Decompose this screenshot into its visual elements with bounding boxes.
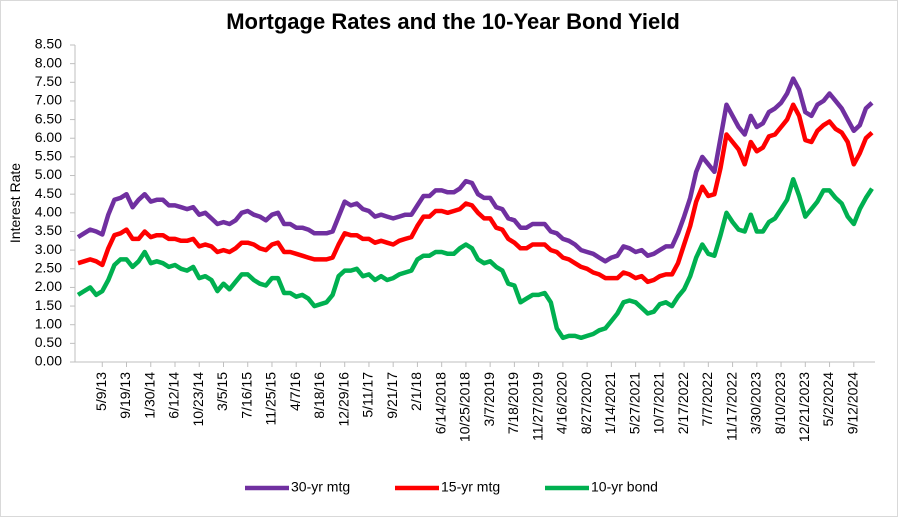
y-tick-label: 3.00 [35, 241, 62, 257]
x-tick-label: 8/18/16 [311, 372, 327, 419]
y-tick-label: 0.00 [35, 353, 62, 369]
x-tick-label: 6/12/14 [166, 372, 182, 419]
x-tick-label: 12/29/16 [335, 372, 351, 427]
x-tick-label: 2/1/18 [408, 372, 424, 411]
y-tick-label: 6.00 [35, 129, 62, 145]
y-tick-label: 4.50 [35, 185, 62, 201]
y-tick-label: 2.00 [35, 278, 62, 294]
chart-title: Mortgage Rates and the 10-Year Bond Yiel… [226, 9, 680, 34]
x-tick-label: 7/18/2019 [505, 372, 521, 434]
series-line [76, 177, 874, 341]
x-tick-label: 10/25/2018 [457, 372, 473, 442]
x-tick-label: 4/7/16 [287, 372, 303, 411]
y-tick-label: 0.50 [35, 334, 62, 350]
x-tick-label: 5/27/2021 [626, 372, 642, 434]
x-tick-label: 9/12/2024 [844, 372, 860, 434]
legend-label: 30-yr mtg [291, 479, 350, 495]
x-tick-label: 10/23/14 [190, 372, 206, 427]
y-tick-label: 4.00 [35, 204, 62, 220]
series-line [77, 102, 874, 285]
x-tick-label: 9/19/13 [117, 372, 133, 419]
y-tick-label: 5.50 [35, 148, 62, 164]
x-tick-label: 11/27/2019 [529, 372, 545, 441]
x-tick-label: 12/21/2023 [796, 372, 812, 442]
x-tick-label: 2/17/2022 [675, 372, 691, 434]
x-tick-label: 10/7/2021 [651, 372, 667, 434]
y-tick-label: 1.50 [35, 297, 62, 313]
y-tick-label: 6.50 [35, 110, 62, 126]
y-tick-label: 5.00 [35, 166, 62, 182]
x-tick-label: 4/16/2020 [554, 372, 570, 434]
x-tick-label: 5/11/17 [360, 372, 376, 418]
legend-label: 10-yr bond [591, 479, 658, 495]
x-tick-label: 7/16/15 [238, 372, 254, 419]
x-tick-label: 3/30/2023 [748, 372, 764, 434]
y-tick-label: 2.50 [35, 259, 62, 275]
x-tick-label: 3/7/2019 [481, 372, 497, 427]
y-tick-label: 8.50 [35, 36, 62, 52]
y-tick-label: 8.00 [35, 54, 62, 70]
x-tick-label: 8/10/2023 [772, 372, 788, 434]
x-tick-label: 6/14/2018 [432, 372, 448, 434]
x-tick-label: 11/25/15 [263, 372, 279, 426]
series-line [76, 76, 874, 264]
x-tick-label: 5/2/2024 [820, 372, 836, 427]
y-tick-label: 7.00 [35, 92, 62, 108]
x-tick-label: 11/17/2022 [723, 372, 739, 441]
x-tick-label: 7/7/2022 [699, 372, 715, 427]
x-tick-label: 3/5/15 [214, 372, 230, 411]
x-tick-label: 8/27/2020 [578, 372, 594, 434]
x-tick-label: 9/21/17 [384, 372, 400, 419]
y-axis-label: Interest Rate [7, 163, 23, 243]
y-tick-label: 3.50 [35, 222, 62, 238]
x-tick-label: 1/14/2021 [602, 372, 618, 434]
y-tick-label: 7.50 [35, 73, 62, 89]
x-tick-label: 1/30/14 [141, 372, 157, 419]
y-tick-label: 1.00 [35, 315, 62, 331]
x-tick-label: 5/9/13 [93, 372, 109, 411]
legend-label: 15-yr mtg [441, 479, 500, 495]
